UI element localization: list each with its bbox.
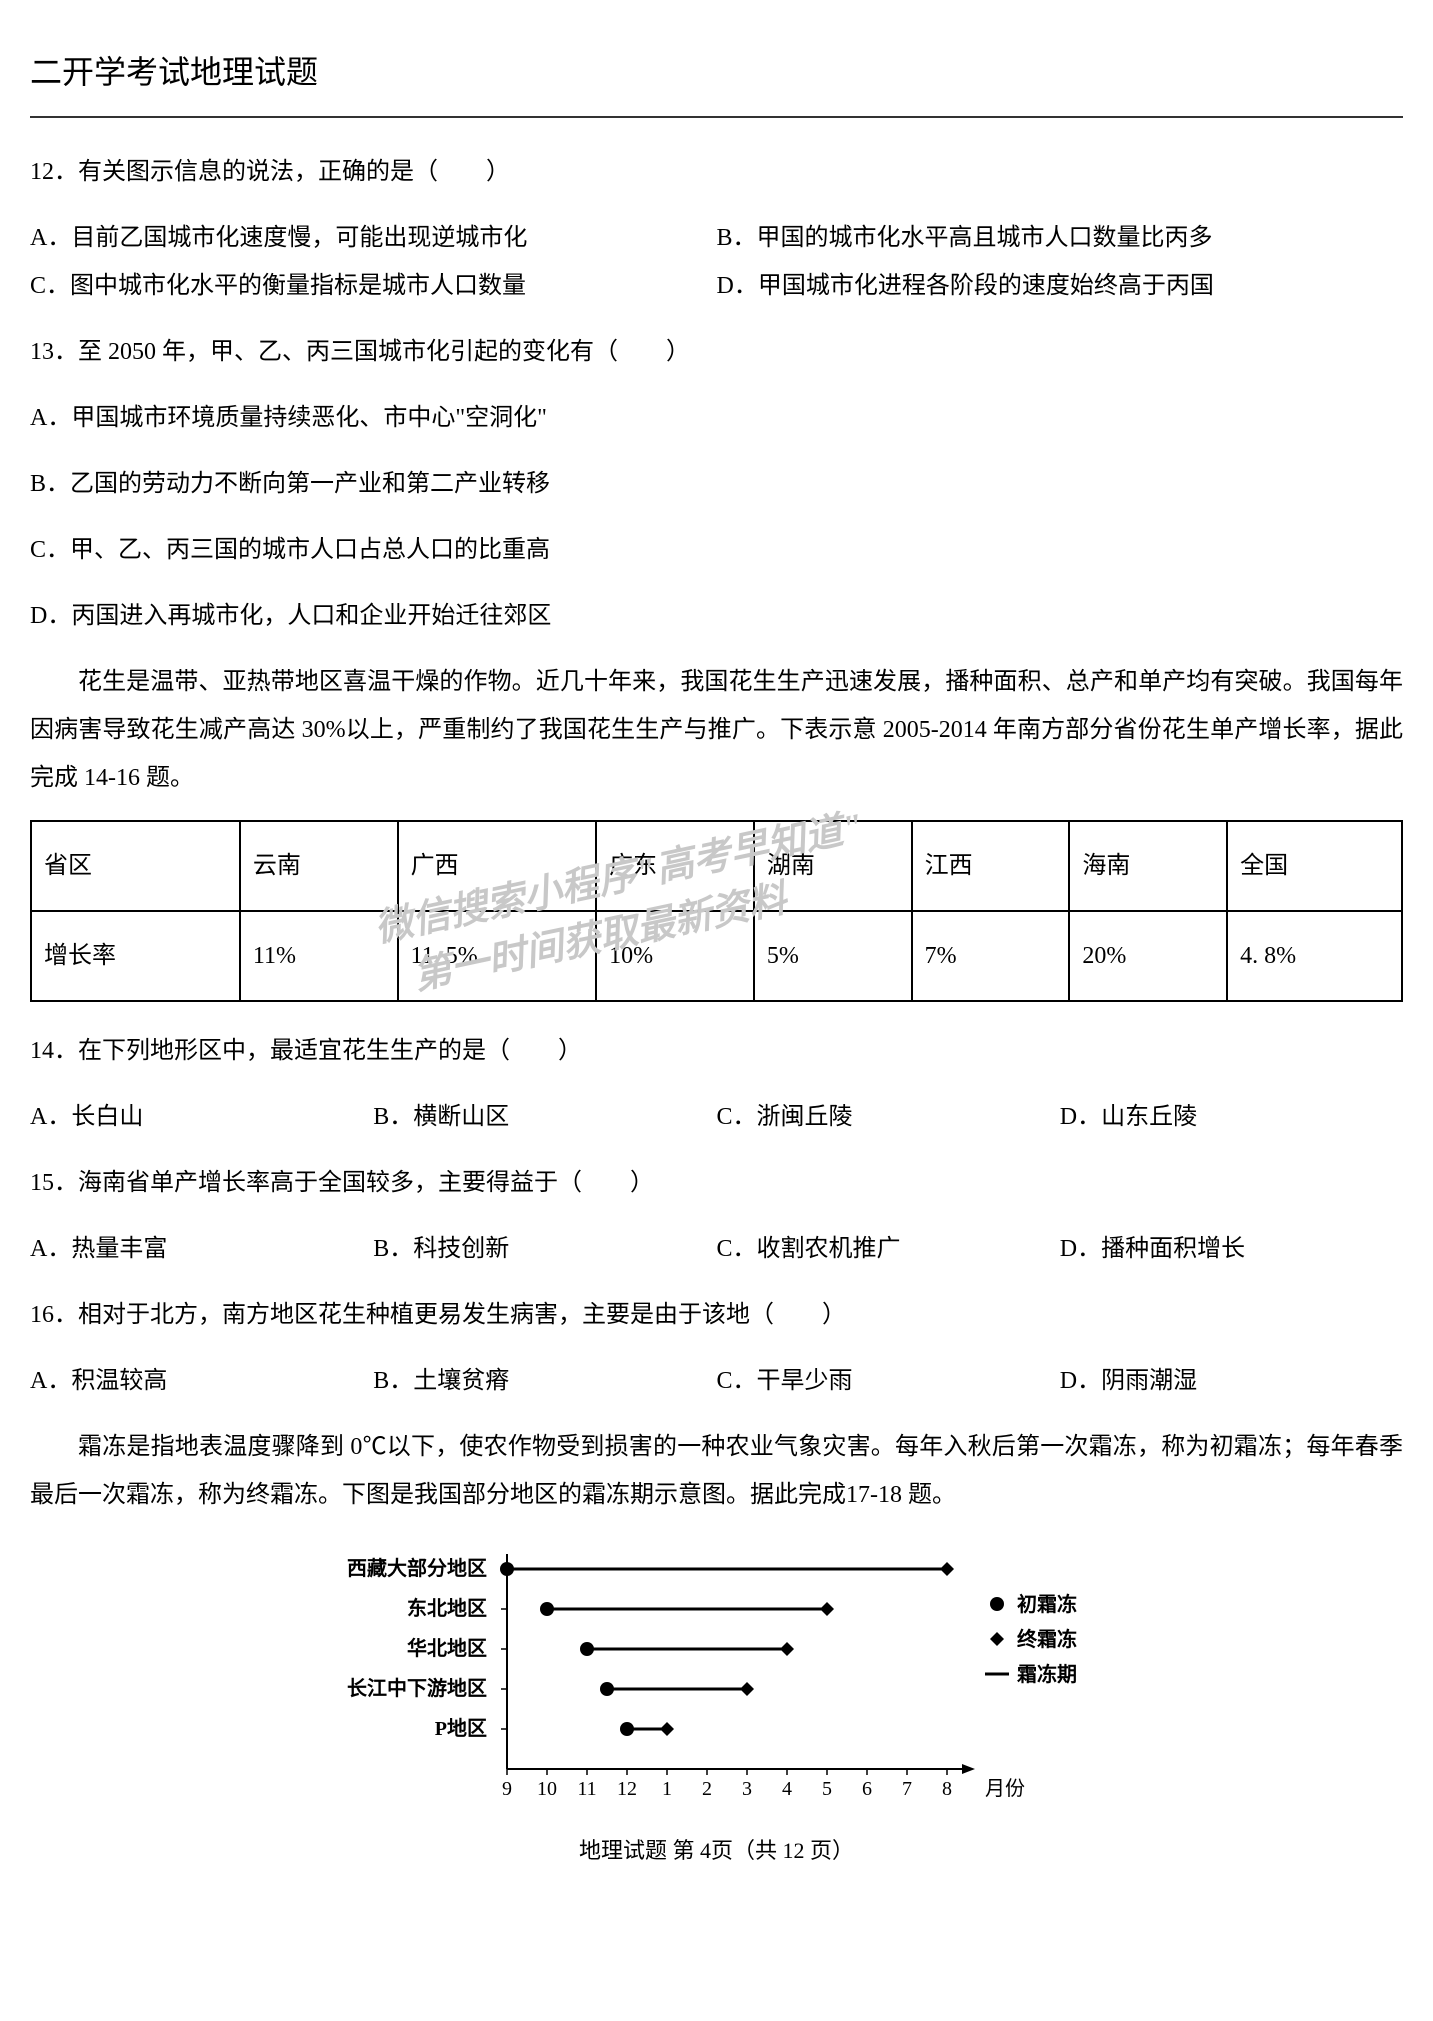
svg-text:西藏大部分地区: 西藏大部分地区 <box>347 1556 487 1580</box>
th-7: 全国 <box>1227 821 1402 911</box>
q13-opt-a: A．甲国城市环境质量持续恶化、市中心"空洞化" <box>30 394 1403 442</box>
q14-options: A．长白山 B．横断山区 C．浙闽丘陵 D．山东丘陵 <box>30 1093 1403 1141</box>
q15-opt-a: A．热量丰富 <box>30 1225 373 1273</box>
q15-stem: 15．海南省单产增长率高于全国较多，主要得益于（ ） <box>30 1159 1403 1207</box>
svg-text:东北地区: 东北地区 <box>407 1596 487 1620</box>
page-footer: 地理试题 第 4页（共 12 页） <box>30 1829 1403 1873</box>
svg-text:12: 12 <box>617 1778 637 1800</box>
svg-text:终霜冻: 终霜冻 <box>1017 1627 1077 1651</box>
q13-stem: 13．至 2050 年，甲、乙、丙三国城市化引起的变化有（ ） <box>30 328 1403 376</box>
q15-opt-b: B．科技创新 <box>373 1225 716 1273</box>
q16-opt-a: A．积温较高 <box>30 1357 373 1405</box>
svg-text:月份: 月份 <box>985 1777 1025 1800</box>
td-5: 20% <box>1069 911 1227 1001</box>
q14-opt-d: D．山东丘陵 <box>1060 1093 1403 1141</box>
q15-options: A．热量丰富 B．科技创新 C．收割农机推广 D．播种面积增长 <box>30 1225 1403 1273</box>
q15-opt-c: C．收割农机推广 <box>717 1225 1060 1273</box>
svg-text:P地区: P地区 <box>434 1717 486 1740</box>
q12-opt-c: C．图中城市化水平的衡量指标是城市人口数量 <box>30 262 717 310</box>
th-3: 广东 <box>596 821 754 911</box>
q14-opt-b: B．横断山区 <box>373 1093 716 1141</box>
q14-opt-c: C．浙闽丘陵 <box>717 1093 1060 1141</box>
svg-text:11: 11 <box>577 1778 596 1800</box>
td-2: 10% <box>596 911 754 1001</box>
q15-opt-d: D．播种面积增长 <box>1060 1225 1403 1273</box>
td-6: 4. 8% <box>1227 911 1402 1001</box>
td-label: 增长率 <box>31 911 240 1001</box>
th-5: 江西 <box>912 821 1070 911</box>
q13-opt-c: C．甲、乙、丙三国的城市人口占总人口的比重高 <box>30 526 1403 574</box>
q12-stem: 12．有关图示信息的说法，正确的是（ ） <box>30 148 1403 196</box>
td-4: 7% <box>912 911 1070 1001</box>
th-2: 广西 <box>398 821 596 911</box>
svg-text:8: 8 <box>942 1778 952 1800</box>
svg-text:7: 7 <box>902 1778 912 1800</box>
frost-svg: 910111212345678月份西藏大部分地区东北地区华北地区长江中下游地区P… <box>277 1539 1157 1819</box>
td-3: 5% <box>754 911 912 1001</box>
svg-text:华北地区: 华北地区 <box>407 1636 487 1660</box>
divider <box>30 116 1403 118</box>
svg-text:1: 1 <box>662 1778 672 1800</box>
table-wrap: 微信搜索小程序"高考早知道" 第一时间获取最新资料 省区 云南 广西 广东 湖南… <box>30 820 1403 1002</box>
passage-1: 花生是温带、亚热带地区喜温干燥的作物。近几十年来，我国花生生产迅速发展，播种面积… <box>30 658 1403 802</box>
svg-text:10: 10 <box>537 1778 557 1800</box>
th-0: 省区 <box>31 821 240 911</box>
svg-text:9: 9 <box>502 1778 512 1800</box>
q13-opt-d: D．丙国进入再城市化，人口和企业开始迁往郊区 <box>30 592 1403 640</box>
q16-stem: 16．相对于北方，南方地区花生种植更易发生病害，主要是由于该地（ ） <box>30 1291 1403 1339</box>
page-title: 二开学考试地理试题 <box>30 40 1403 104</box>
svg-text:初霜冻: 初霜冻 <box>1017 1592 1077 1616</box>
td-1: 11. 5% <box>398 911 596 1001</box>
th-1: 云南 <box>240 821 398 911</box>
svg-text:3: 3 <box>742 1778 752 1800</box>
table-header-row: 省区 云南 广西 广东 湖南 江西 海南 全国 <box>31 821 1402 911</box>
q14-stem: 14．在下列地形区中，最适宜花生生产的是（ ） <box>30 1027 1403 1075</box>
svg-text:5: 5 <box>822 1778 832 1800</box>
frost-chart: 910111212345678月份西藏大部分地区东北地区华北地区长江中下游地区P… <box>30 1539 1403 1819</box>
svg-text:长江中下游地区: 长江中下游地区 <box>347 1676 487 1700</box>
td-0: 11% <box>240 911 398 1001</box>
svg-text:4: 4 <box>782 1778 792 1800</box>
q16-options: A．积温较高 B．土壤贫瘠 C．干旱少雨 D．阴雨潮湿 <box>30 1357 1403 1405</box>
th-6: 海南 <box>1069 821 1227 911</box>
svg-text:2: 2 <box>702 1778 712 1800</box>
q14-opt-a: A．长白山 <box>30 1093 373 1141</box>
svg-text:6: 6 <box>862 1778 872 1800</box>
q12-opt-a: A．目前乙国城市化速度慢，可能出现逆城市化 <box>30 214 717 262</box>
q13-opt-b: B．乙国的劳动力不断向第一产业和第二产业转移 <box>30 460 1403 508</box>
q12-opt-b: B．甲国的城市化水平高且城市人口数量比丙多 <box>717 214 1404 262</box>
svg-text:霜冻期: 霜冻期 <box>1017 1662 1077 1686</box>
passage-2: 霜冻是指地表温度骤降到 0℃以下，使农作物受到损害的一种农业气象灾害。每年入秋后… <box>30 1423 1403 1519</box>
q12-opt-d: D．甲国城市化进程各阶段的速度始终高于丙国 <box>717 262 1404 310</box>
q16-opt-b: B．土壤贫瘠 <box>373 1357 716 1405</box>
q16-opt-d: D．阴雨潮湿 <box>1060 1357 1403 1405</box>
q12-options: A．目前乙国城市化速度慢，可能出现逆城市化 B．甲国的城市化水平高且城市人口数量… <box>30 214 1403 310</box>
growth-table: 省区 云南 广西 广东 湖南 江西 海南 全国 增长率 11% 11. 5% 1… <box>30 820 1403 1002</box>
th-4: 湖南 <box>754 821 912 911</box>
q16-opt-c: C．干旱少雨 <box>717 1357 1060 1405</box>
table-data-row: 增长率 11% 11. 5% 10% 5% 7% 20% 4. 8% <box>31 911 1402 1001</box>
